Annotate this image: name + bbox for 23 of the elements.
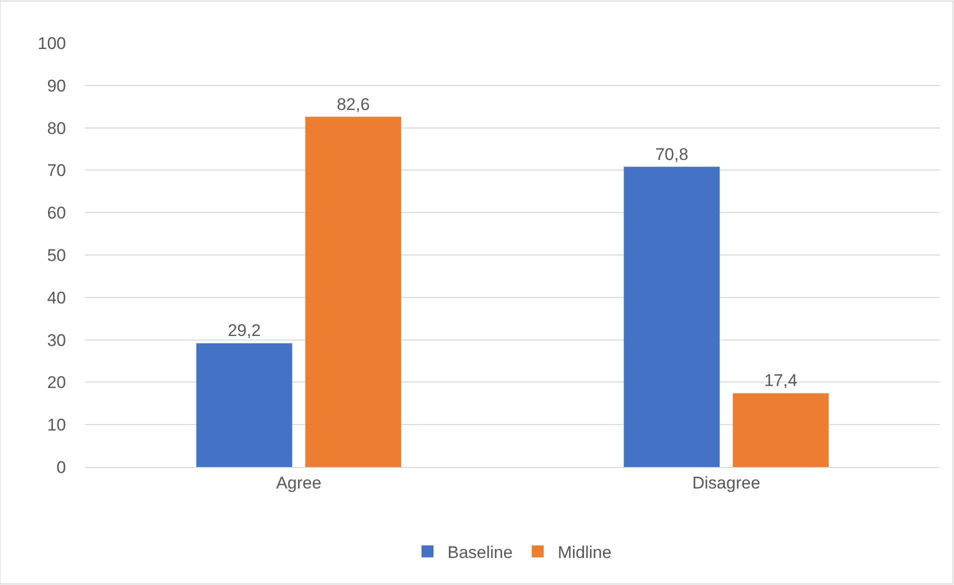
legend-label: Baseline (448, 542, 513, 562)
y-tick-label: 20 (47, 373, 66, 392)
x-tick-label: Agree (276, 473, 322, 492)
data-label: 29,2 (228, 321, 261, 340)
y-tick-label: 50 (47, 246, 66, 265)
y-tick-label: 90 (47, 76, 66, 96)
x-tick-label: Disagree (692, 473, 760, 492)
y-tick-label: 80 (47, 118, 66, 138)
y-tick-label: 0 (56, 458, 66, 477)
y-tick-label: 70 (47, 161, 66, 180)
legend-label: Midline (558, 542, 612, 562)
data-label: 70,8 (655, 144, 688, 164)
bar (305, 116, 402, 467)
data-label: 82,6 (336, 94, 370, 114)
bar (732, 393, 829, 467)
data-label: 17,4 (764, 371, 798, 390)
y-tick-label: 30 (47, 330, 66, 350)
y-tick-label: 40 (47, 288, 66, 308)
y-tick-label: 10 (47, 416, 66, 435)
y-tick-label: 60 (47, 204, 66, 223)
y-tick-label: 100 (38, 34, 66, 53)
bar (196, 343, 292, 467)
bar (624, 166, 720, 467)
